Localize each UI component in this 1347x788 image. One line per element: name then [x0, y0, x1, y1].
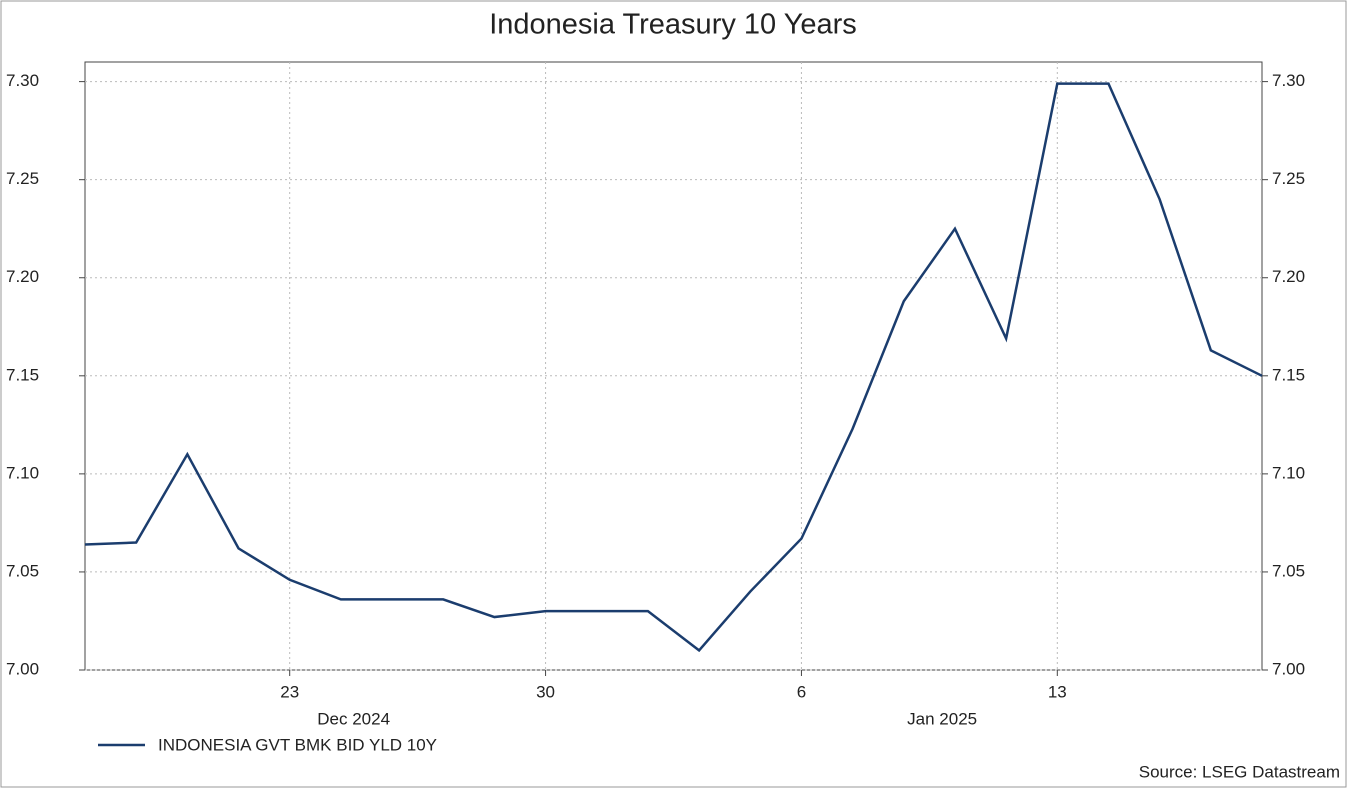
- legend-label: INDONESIA GVT BMK BID YLD 10Y: [158, 735, 437, 754]
- y2-tick-label: 7.20: [1272, 267, 1305, 286]
- y-tick-label: 7.10: [6, 463, 39, 482]
- chart-title: Indonesia Treasury 10 Years: [489, 9, 857, 41]
- y2-tick-label: 7.15: [1272, 365, 1305, 384]
- y-tick-label: 7.05: [6, 561, 39, 580]
- y2-tick-label: 7.25: [1272, 169, 1305, 188]
- y2-tick-label: 7.30: [1272, 71, 1305, 90]
- x-tick-label: 23: [280, 682, 299, 701]
- y-tick-label: 7.25: [6, 169, 39, 188]
- x-tick-label: 13: [1048, 682, 1067, 701]
- source: Source: LSEG Datastream: [1139, 762, 1340, 781]
- series-line: [84, 82, 1263, 653]
- x-tick-label: 30: [536, 682, 555, 701]
- y-tick-label: 7.30: [6, 71, 39, 90]
- y2-tick-label: 7.05: [1272, 561, 1305, 580]
- x-month-label: Jan 2025: [907, 709, 977, 728]
- y-tick-label: 7.00: [6, 659, 39, 678]
- x-month-label: Dec 2024: [317, 709, 390, 728]
- plot-area: [84, 61, 1263, 671]
- y2-tick-label: 7.10: [1272, 463, 1305, 482]
- y-tick-label: 7.20: [6, 267, 39, 286]
- y2-tick-label: 7.00: [1272, 659, 1305, 678]
- x-tick-label: 6: [797, 682, 806, 701]
- y-tick-label: 7.15: [6, 365, 39, 384]
